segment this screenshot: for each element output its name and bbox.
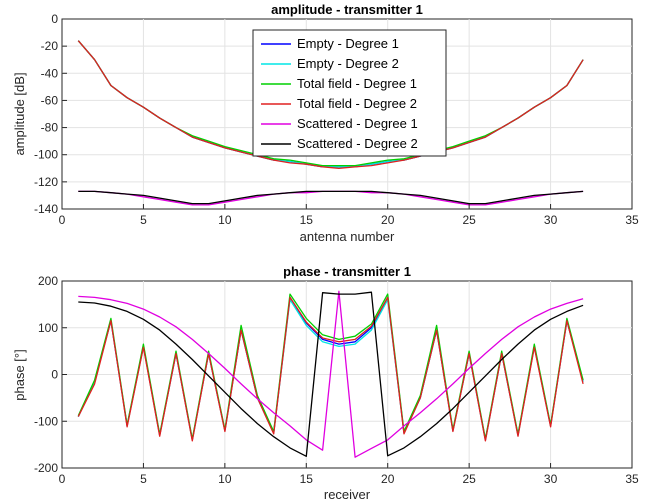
x-tick-label: 30 xyxy=(544,472,558,486)
series-line-5 xyxy=(78,291,584,457)
amplitude-ticks: 0 5 10 15 20 25 30 35 0 -20 -40 -60 -80 -100 -120 -140 xyxy=(34,12,639,227)
legend-entry: Total field - Degree 2 xyxy=(297,96,417,111)
phase-xlabel: receiver xyxy=(324,487,371,502)
x-tick-label: 25 xyxy=(462,472,476,486)
y-tick-label: 100 xyxy=(38,321,58,335)
phase-title: phase - transmitter 1 xyxy=(283,264,411,279)
x-tick-label: 0 xyxy=(59,213,66,227)
y-tick-label: -60 xyxy=(41,93,59,107)
series-line-3 xyxy=(77,40,584,169)
x-tick-label: 10 xyxy=(218,213,232,227)
x-tick-label: 35 xyxy=(625,472,639,486)
amplitude-title: amplitude - transmitter 1 xyxy=(271,2,423,17)
y-tick-label: -80 xyxy=(41,121,59,135)
legend-entry: Empty - Degree 2 xyxy=(297,56,399,71)
y-tick-label: -100 xyxy=(34,148,58,162)
x-tick-label: 25 xyxy=(462,213,476,227)
y-tick-label: 200 xyxy=(38,274,58,288)
y-tick-label: -200 xyxy=(34,461,58,475)
y-tick-label: -40 xyxy=(41,66,59,80)
x-tick-label: 5 xyxy=(140,213,147,227)
x-tick-label: 15 xyxy=(300,213,314,227)
y-tick-label: 0 xyxy=(51,12,58,26)
y-tick-label: -20 xyxy=(41,39,59,53)
y-tick-label: 0 xyxy=(51,368,58,382)
phase-ticks: 0 5 10 15 20 25 30 35 200 100 0 -100 -200 xyxy=(34,274,639,486)
legend-entry: Scattered - Degree 1 xyxy=(297,116,418,131)
amplitude-xlabel: antenna number xyxy=(300,229,395,244)
x-tick-label: 20 xyxy=(381,213,395,227)
amplitude-series-lines xyxy=(77,40,584,206)
legend-entry: Scattered - Degree 2 xyxy=(297,136,418,151)
x-tick-label: 10 xyxy=(218,472,232,486)
series-line-5 xyxy=(78,190,584,205)
x-tick-label: 20 xyxy=(381,472,395,486)
x-tick-label: 15 xyxy=(300,472,314,486)
x-tick-label: 0 xyxy=(59,472,66,486)
x-tick-label: 5 xyxy=(140,472,147,486)
series-line-4 xyxy=(78,290,584,458)
y-tick-label: -120 xyxy=(34,175,58,189)
legend-entry: Empty - Degree 1 xyxy=(297,36,399,51)
legend-box xyxy=(252,29,447,157)
phase-axes: 0 5 10 15 20 25 30 35 200 100 0 -100 -200 phase - tr… xyxy=(12,264,639,502)
phase-ylabel: phase [°] xyxy=(12,349,27,400)
x-tick-label: 35 xyxy=(625,213,639,227)
amplitude-legend: Empty - Degree 1 Empty - Degree 2 Total fi… xyxy=(252,29,447,157)
x-tick-label: 30 xyxy=(544,213,558,227)
amplitude-ylabel: amplitude [dB] xyxy=(12,72,27,155)
amplitude-axes: 0 5 10 15 20 25 30 350-20-40-60-80-100-120-140 … xyxy=(12,2,639,244)
series-line-3 xyxy=(77,296,584,442)
y-tick-label: -140 xyxy=(34,202,58,216)
y-tick-label: -100 xyxy=(34,414,58,428)
phase-series-lines xyxy=(77,290,584,458)
legend-entry: Total field - Degree 1 xyxy=(297,76,417,91)
